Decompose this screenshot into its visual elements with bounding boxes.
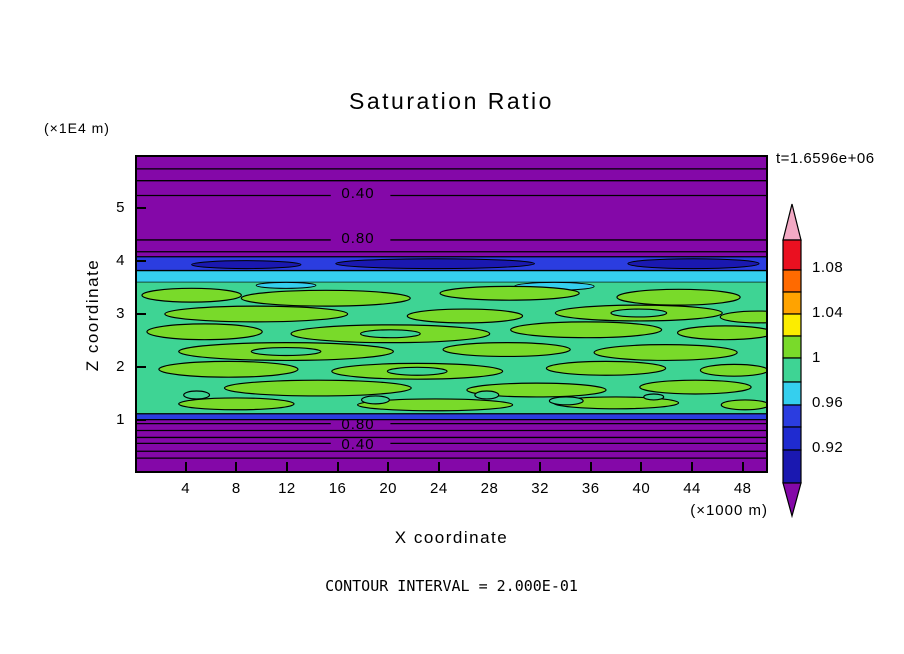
x-tick-mark bbox=[539, 462, 542, 471]
x-tick-mark bbox=[741, 462, 744, 471]
x-tick-mark bbox=[285, 462, 288, 471]
time-annotation: t=1.6596e+06 bbox=[776, 150, 875, 167]
colorbar-segment bbox=[782, 449, 802, 484]
x-tick-label: 4 bbox=[181, 480, 191, 497]
plot-area bbox=[135, 155, 768, 473]
x-tick-label: 44 bbox=[683, 480, 701, 497]
x-tick-label: 28 bbox=[480, 480, 499, 497]
x-tick-label: 48 bbox=[733, 480, 752, 497]
colorbar bbox=[778, 200, 808, 520]
contour-interval-caption: CONTOUR INTERVAL = 2.000E-01 bbox=[325, 577, 578, 595]
y-tick-mark bbox=[137, 419, 146, 421]
colorbar-segment bbox=[782, 239, 802, 271]
x-tick-mark bbox=[488, 462, 491, 471]
x-axis-unit-label: (×1000 m) bbox=[690, 502, 768, 519]
colorbar-segment bbox=[782, 404, 802, 428]
cyan-layer bbox=[137, 270, 766, 283]
y-tick-label: 1 bbox=[116, 411, 125, 428]
x-tick-mark bbox=[691, 462, 694, 471]
y-tick-mark bbox=[137, 260, 146, 262]
x-tick-mark bbox=[184, 462, 187, 471]
colorbar-tick-label: 1 bbox=[812, 349, 821, 366]
x-tick-label: 12 bbox=[278, 480, 296, 497]
colorbar-segment bbox=[782, 426, 802, 451]
bottom-blue-layer bbox=[137, 413, 766, 420]
y-axis-unit-label: (×1E4 m) bbox=[44, 120, 110, 136]
colorbar-tick-label: 1.04 bbox=[812, 304, 844, 321]
y-tick-label: 4 bbox=[116, 252, 125, 269]
colorbar-segment bbox=[782, 203, 802, 241]
colorbar-segment bbox=[782, 335, 802, 359]
colorbar-segment bbox=[782, 482, 802, 519]
colorbar-segment bbox=[782, 291, 802, 315]
y-tick-label: 2 bbox=[116, 358, 125, 375]
x-tick-label: 24 bbox=[429, 480, 448, 497]
colorbar-tick-label: 1.08 bbox=[812, 259, 844, 276]
x-tick-label: 32 bbox=[531, 480, 549, 497]
x-tick-mark bbox=[235, 462, 238, 471]
contour-label: 0.40 bbox=[341, 185, 375, 202]
contour-label: 0.40 bbox=[341, 436, 375, 453]
colorbar-segment bbox=[782, 357, 802, 383]
x-axis-title: X coordinate bbox=[394, 528, 509, 547]
colorbar-segment bbox=[782, 313, 802, 337]
y-tick-label: 5 bbox=[116, 199, 125, 216]
x-tick-mark bbox=[387, 462, 390, 471]
colorbar-svg bbox=[782, 203, 802, 519]
x-tick-label: 36 bbox=[581, 480, 600, 497]
x-tick-mark bbox=[589, 462, 592, 471]
x-tick-label: 40 bbox=[632, 480, 651, 497]
x-tick-mark bbox=[336, 462, 339, 471]
contour-label: 0.80 bbox=[341, 230, 375, 247]
x-tick-label: 16 bbox=[328, 480, 347, 497]
contour-label: 0.80 bbox=[341, 416, 375, 433]
x-tick-label: 20 bbox=[379, 480, 398, 497]
colorbar-tick-label: 0.96 bbox=[812, 394, 844, 411]
y-tick-label: 3 bbox=[116, 305, 125, 322]
page-title: Saturation Ratio bbox=[349, 88, 554, 114]
x-tick-mark bbox=[640, 462, 643, 471]
colorbar-segment bbox=[782, 269, 802, 293]
x-tick-label: 8 bbox=[231, 480, 241, 497]
colorbar-tick-label: 0.92 bbox=[812, 439, 844, 456]
contour-field bbox=[137, 157, 766, 471]
y-tick-mark bbox=[137, 207, 146, 209]
colorbar-segment bbox=[782, 381, 802, 406]
y-tick-mark bbox=[137, 313, 146, 315]
y-tick-mark bbox=[137, 366, 146, 368]
x-tick-mark bbox=[437, 462, 440, 471]
